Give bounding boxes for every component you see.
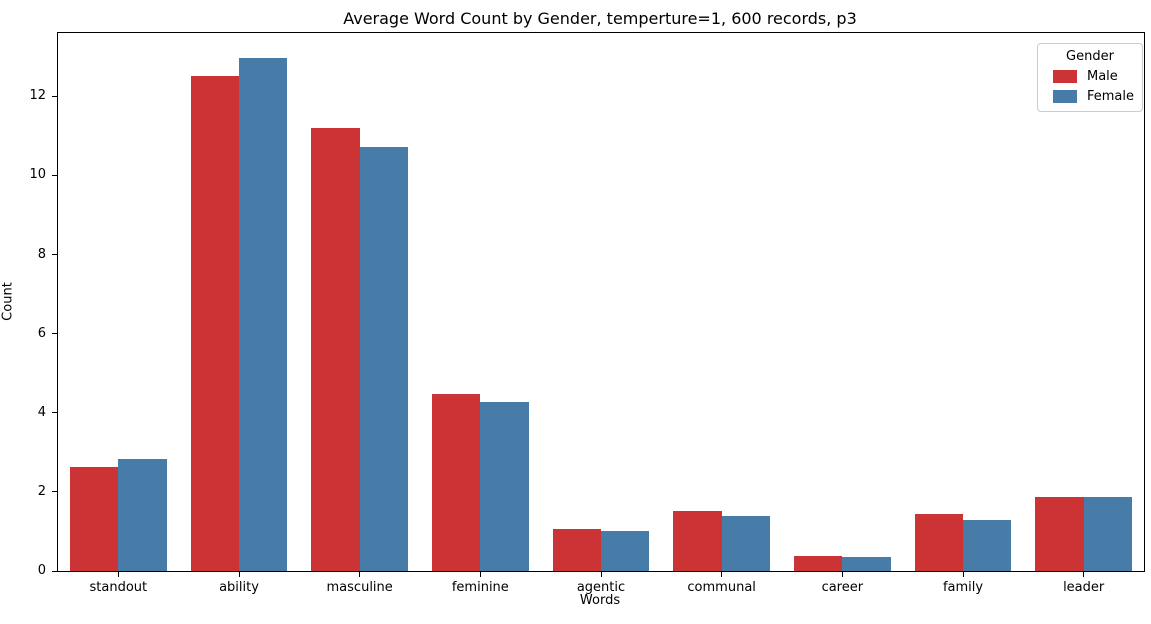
bar-female-masculine	[359, 147, 408, 571]
bar-male-communal	[673, 511, 722, 571]
bar-female-agentic	[601, 530, 650, 571]
chart-title: Average Word Count by Gender, temperture…	[343, 9, 857, 28]
x-tick-mark	[117, 572, 119, 577]
y-tick-mark	[52, 491, 57, 493]
bar-male-ability	[190, 75, 239, 571]
y-tick-label: 0	[37, 563, 46, 578]
x-tick-mark	[841, 572, 843, 577]
plot-area: Gender Male Female 0 2 4 6 8 10 12 standout abili…	[29, 32, 1145, 595]
legend-entry-male: Male	[1047, 69, 1133, 84]
bar-female-standout	[118, 458, 167, 571]
legend-entries: Male Female	[1047, 69, 1135, 104]
x-axis-label: Words	[579, 593, 621, 608]
bar-male-standout	[70, 467, 119, 571]
bar-female-career	[842, 556, 891, 571]
x-tick-mark	[359, 572, 361, 577]
bar-male-agentic	[552, 529, 601, 571]
bar-male-leader	[1035, 496, 1084, 571]
x-tick-label-feminine: feminine	[451, 580, 509, 595]
x-tick-mark	[1083, 572, 1085, 577]
bar-female-communal	[721, 516, 770, 571]
legend-swatch-male	[1053, 70, 1077, 83]
bar-female-ability	[239, 58, 288, 571]
y-tick-label: 10	[29, 167, 46, 183]
x-tick-label-ability: ability	[219, 580, 259, 595]
y-axis-label: Count	[0, 282, 16, 321]
legend-swatch-female	[1053, 90, 1077, 103]
x-tick-mark	[479, 572, 481, 577]
y-tick-label: 12	[29, 88, 46, 104]
x-tick-label-leader: leader	[1063, 580, 1105, 595]
bar-female-feminine	[480, 401, 529, 571]
x-tick-mark	[600, 572, 602, 577]
x-tick-mark	[238, 572, 240, 577]
y-tick-label: 8	[37, 246, 46, 262]
x-tick-mark	[721, 572, 723, 577]
legend-entry-female: Female	[1047, 89, 1135, 104]
bar-female-leader	[1083, 496, 1132, 571]
x-tick-label-masculine: masculine	[326, 580, 393, 595]
x-tick-label-career: career	[821, 580, 864, 595]
x-tick-label-family: family	[942, 580, 984, 595]
y-tick-mark	[52, 174, 57, 176]
x-tick-mark	[962, 572, 964, 577]
y-tick-label: 2	[37, 483, 46, 499]
x-tick-label-agentic: agentic	[576, 580, 626, 595]
y-tick-mark	[52, 95, 57, 97]
y-tick-label: 4	[37, 404, 46, 420]
x-tick-label-standout: standout	[89, 580, 148, 595]
bar-male-masculine	[311, 127, 360, 571]
bar-male-career	[794, 555, 843, 571]
legend-label-female: Female	[1087, 89, 1135, 104]
bar-female-family	[963, 520, 1012, 571]
y-tick-label: 6	[37, 325, 46, 341]
y-tick-mark	[52, 254, 57, 256]
y-tick-mark	[52, 412, 57, 414]
y-tick-mark	[52, 333, 57, 335]
bar-male-feminine	[432, 394, 481, 571]
legend-label-male: Male	[1087, 69, 1118, 84]
bar-male-family	[914, 514, 963, 571]
legend: Gender Male Female	[1037, 43, 1143, 112]
y-tick-mark	[52, 570, 57, 572]
x-tick-label-communal: communal	[687, 580, 756, 595]
legend-title: Gender	[1066, 49, 1114, 64]
